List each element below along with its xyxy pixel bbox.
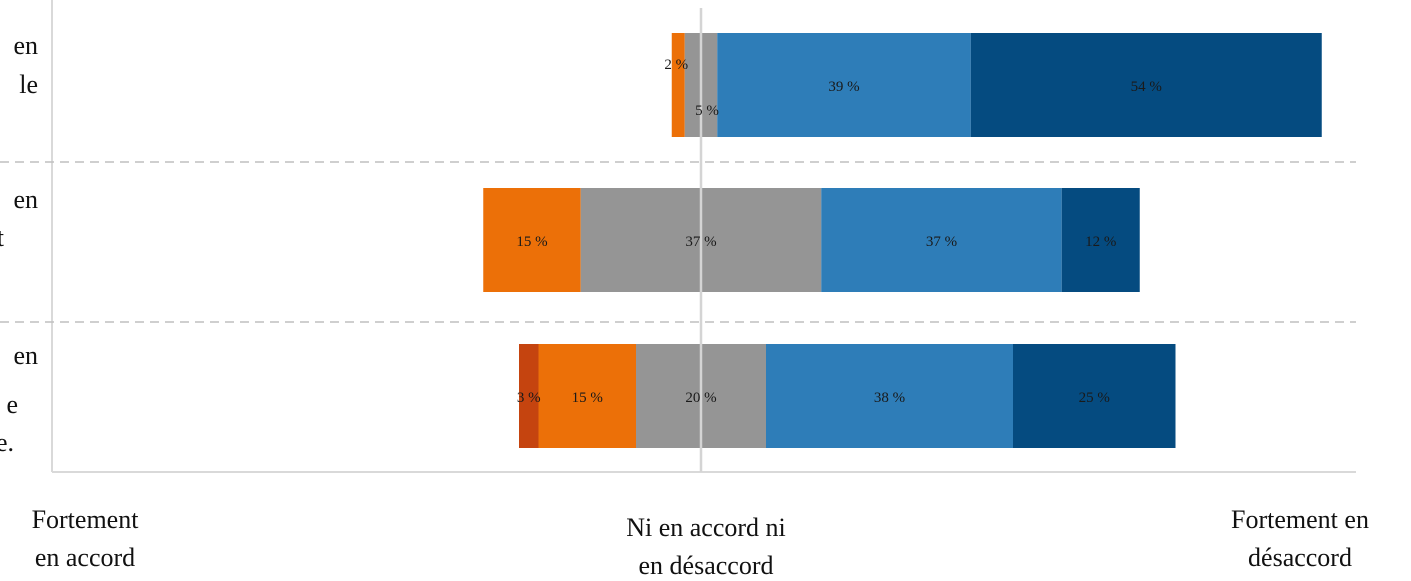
- segment-label-row2-series2: 15 %: [516, 234, 547, 250]
- bar-row3-series1: [519, 344, 539, 448]
- segment-label-row2-series4: 37 %: [926, 234, 957, 250]
- axis-caption-center-line-2: en désaccord: [639, 551, 774, 576]
- segment-label-row2-series3: 37 %: [685, 234, 716, 250]
- axis-caption-left-line-2: en accord: [35, 543, 135, 572]
- bar-row2-series5: [1061, 188, 1140, 292]
- segment-label-row3-series2: 15 %: [572, 390, 603, 406]
- segment-label-row3-series4: 38 %: [874, 390, 905, 406]
- axis-caption-left-line-1: Fortement: [32, 505, 140, 534]
- axis-caption-center-line-1: Ni en accord ni: [626, 513, 786, 542]
- segment-label-row1-series4: 39 %: [828, 79, 859, 95]
- segment-label-row1-series3: 5 %: [695, 103, 719, 119]
- bar-row1-series4: [717, 33, 971, 137]
- bar-row2-series4: [821, 188, 1062, 292]
- segment-label-row2-series5: 12 %: [1085, 234, 1116, 250]
- segment-label-row3-series3: 20 %: [685, 390, 716, 406]
- bar-row2-series2: [483, 188, 581, 292]
- row-label-3-line-3: e.: [0, 428, 14, 457]
- plot-frame: [51, 0, 1356, 473]
- row-label-3-line-2: e: [6, 390, 18, 419]
- row-label-2-line-1: en: [13, 185, 38, 214]
- row-separators: [0, 161, 1356, 323]
- bar-row1-series5: [970, 33, 1322, 137]
- bar-row3-series5: [1013, 344, 1176, 448]
- row-label-3-line-1: en: [13, 341, 38, 370]
- axis-caption-right-line-1: Fortement en: [1231, 505, 1369, 534]
- axis-caption-right-line-2: désaccord: [1248, 543, 1352, 572]
- row-label-1-line-1: en: [13, 31, 38, 60]
- bar-row1-series2: [671, 33, 685, 137]
- segment-label-row3-series1: 3 %: [517, 390, 541, 406]
- segment-label-row1-series5: 54 %: [1131, 79, 1162, 95]
- segment-labels: 2 % 5 % 39 % 54 % 15 % 37 % 37 % 12 % 3 % 15 % 20 …: [516, 57, 1162, 406]
- row-label-1-line-2: le: [19, 70, 38, 99]
- row-label-2-line-2: t: [0, 223, 5, 252]
- axis-captions: Fortement en accord Ni en accord ni en désa…: [32, 505, 1369, 580]
- bar-row3-series2: [538, 344, 636, 448]
- segment-label-row3-series5: 25 %: [1079, 390, 1110, 406]
- bar-row3-series4: [766, 344, 1013, 448]
- segment-label-row1-series2: 2 %: [664, 57, 688, 73]
- bars: [483, 33, 1322, 448]
